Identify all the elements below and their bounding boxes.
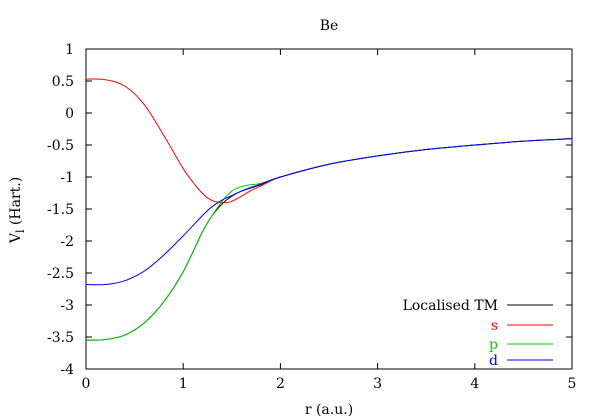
y-tick-label: 0 bbox=[65, 106, 74, 122]
y-axis-label-unit: (Hart.) bbox=[8, 177, 24, 230]
y-tick-label: -3 bbox=[60, 298, 74, 314]
legend-label: Localised TM bbox=[403, 298, 498, 314]
legend-label: d bbox=[489, 353, 498, 369]
x-tick-label: 2 bbox=[276, 376, 285, 392]
y-tick-label: 0.5 bbox=[52, 74, 74, 90]
y-axis: -4 -3.5 -3 -2.5 -2 -1.5 -1 -0.5 0 0.5 1 bbox=[47, 42, 572, 378]
y-tick-label: -0.5 bbox=[47, 138, 74, 154]
series-group bbox=[85, 78, 573, 341]
y-tick-label: -2.5 bbox=[47, 266, 74, 282]
series-line-localised-tm bbox=[85, 138, 573, 341]
chart-title: Be bbox=[320, 18, 339, 34]
x-tick-label: 4 bbox=[470, 376, 479, 392]
y-tick-label: -1 bbox=[60, 170, 74, 186]
series-line-s bbox=[85, 78, 573, 204]
x-axis: 0 1 2 3 4 5 bbox=[82, 49, 577, 392]
y-axis-label-main: V bbox=[8, 232, 24, 244]
x-axis-label: r (a.u.) bbox=[305, 402, 353, 418]
series-line-p bbox=[85, 138, 573, 341]
svg-text:Vl (Hart.): Vl (Hart.) bbox=[8, 177, 27, 244]
legend: Localised TM spd bbox=[403, 298, 553, 369]
y-tick-label: -4 bbox=[60, 362, 74, 378]
y-tick-label: -1.5 bbox=[47, 202, 74, 218]
y-tick-label: -3.5 bbox=[47, 330, 74, 346]
x-tick-label: 3 bbox=[373, 376, 382, 392]
y-axis-label-sub: l bbox=[14, 229, 27, 233]
x-tick-label: 5 bbox=[568, 376, 577, 392]
x-tick-label: 0 bbox=[82, 376, 91, 392]
plot-frame bbox=[85, 48, 573, 370]
y-axis-label: Vl (Hart.) bbox=[8, 177, 27, 244]
series-line-d bbox=[85, 138, 573, 286]
legend-label: p bbox=[489, 337, 498, 353]
legend-label: s bbox=[491, 318, 498, 334]
x-tick-label: 1 bbox=[179, 376, 188, 392]
y-tick-label: -2 bbox=[60, 234, 74, 250]
y-tick-label: 1 bbox=[65, 42, 74, 58]
